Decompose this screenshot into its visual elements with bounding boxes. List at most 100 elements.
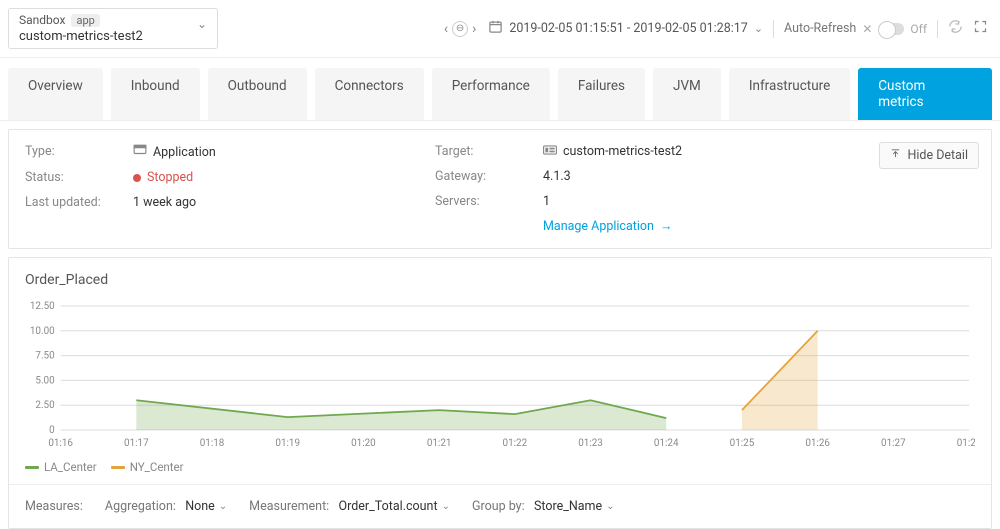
legend-item[interactable]: NY_Center — [111, 460, 184, 474]
svg-text:01:24: 01:24 — [654, 438, 679, 449]
status-label: Status: — [25, 170, 125, 185]
tab-inbound[interactable]: Inbound — [111, 68, 200, 120]
legend-swatch — [25, 466, 39, 469]
groupby-label: Group by: — [472, 499, 525, 514]
type-label: Type: — [25, 144, 125, 160]
target-label: Target: — [435, 144, 535, 159]
aggregation-select[interactable]: None ⌄ — [185, 499, 227, 514]
auto-refresh-control: Auto-Refresh ✕ Off — [784, 21, 927, 36]
close-icon[interactable]: ✕ — [862, 22, 872, 36]
manage-application-text: Manage Application — [543, 219, 654, 234]
chevron-down-icon: ⌄ — [754, 22, 763, 35]
measurement-group: Measurement: Order_Total.count ⌄ — [249, 499, 450, 514]
target-icon — [543, 144, 557, 159]
chevron-down-icon: ⌄ — [219, 501, 227, 512]
target-value-text: custom-metrics-test2 — [563, 144, 682, 159]
hide-detail-label: Hide Detail — [907, 148, 968, 163]
tab-connectors[interactable]: Connectors — [315, 68, 424, 120]
groupby-group: Group by: Store_Name ⌄ — [472, 499, 615, 514]
measurement-select[interactable]: Order_Total.count ⌄ — [339, 499, 450, 514]
servers-value: 1 — [543, 194, 795, 209]
svg-text:01:16: 01:16 — [48, 438, 73, 449]
environment-selected: custom-metrics-test2 — [19, 29, 207, 44]
measures-bar: Measures: Aggregation: None ⌄ Measuremen… — [9, 484, 991, 528]
tab-overview[interactable]: Overview — [8, 68, 103, 120]
environment-selector[interactable]: Sandbox app custom-metrics-test2 ⌄ — [8, 8, 218, 49]
fullscreen-icon[interactable] — [973, 19, 988, 38]
svg-text:01:28: 01:28 — [957, 438, 975, 449]
svg-text:01:27: 01:27 — [881, 438, 906, 449]
top-right-controls: ‹ ⊖ › 2019-02-05 01:15:51 - 2019-02-05 0… — [442, 19, 988, 39]
svg-text:7.50: 7.50 — [35, 351, 55, 362]
tab-custom-metrics[interactable]: Custom metrics — [858, 68, 992, 120]
chart-panel: Order_Placed 0 2.50 5.00 7.50 10.00 12.50 01:1… — [8, 257, 992, 529]
detail-col-left: Type: Application Status: Stopped Last u… — [25, 144, 425, 234]
refresh-icon[interactable] — [948, 19, 963, 38]
tab-outbound[interactable]: Outbound — [208, 68, 307, 120]
tab-performance[interactable]: Performance — [432, 68, 550, 120]
type-value-text: Application — [153, 145, 216, 160]
status-value: Stopped — [133, 170, 425, 185]
status-dot-icon — [133, 174, 141, 182]
svg-text:01:19: 01:19 — [275, 438, 300, 449]
status-value-text: Stopped — [147, 170, 193, 185]
svg-text:0: 0 — [49, 425, 55, 436]
gateway-value: 4.1.3 — [543, 169, 795, 184]
auto-refresh-label: Auto-Refresh — [784, 21, 856, 36]
time-range-picker[interactable]: 2019-02-05 01:15:51 - 2019-02-05 01:28:1… — [488, 19, 763, 38]
updated-label: Last updated: — [25, 195, 125, 210]
measurement-label: Measurement: — [249, 499, 329, 514]
svg-text:12.50: 12.50 — [30, 301, 55, 312]
legend-label: LA_Center — [44, 460, 97, 474]
groupby-value: Store_Name — [534, 499, 602, 514]
target-value: custom-metrics-test2 — [543, 144, 795, 159]
separator — [937, 20, 938, 38]
gateway-label: Gateway: — [435, 169, 535, 184]
environment-badge: app — [71, 14, 99, 27]
legend-swatch — [111, 466, 125, 469]
tab-infrastructure[interactable]: Infrastructure — [729, 68, 850, 120]
hide-detail-button[interactable]: Hide Detail — [879, 142, 979, 169]
nav-forward-icon[interactable]: › — [470, 19, 478, 39]
zoom-out-icon[interactable]: ⊖ — [452, 21, 468, 37]
environment-name: Sandbox — [19, 13, 65, 27]
chevron-down-icon: ⌄ — [606, 501, 614, 512]
nav-back-icon[interactable]: ‹ — [442, 19, 450, 39]
groupby-select[interactable]: Store_Name ⌄ — [534, 499, 615, 514]
measures-title: Measures: — [25, 499, 83, 514]
chart-title: Order_Placed — [9, 258, 991, 294]
svg-text:5.00: 5.00 — [35, 375, 55, 386]
svg-text:01:18: 01:18 — [200, 438, 225, 449]
aggregation-group: Aggregation: None ⌄ — [105, 499, 227, 514]
environment-top-row: Sandbox app — [19, 13, 207, 27]
svg-text:01:21: 01:21 — [427, 438, 452, 449]
detail-panel: Type: Application Status: Stopped Last u… — [8, 129, 992, 249]
time-nav: ‹ ⊖ › — [442, 19, 478, 39]
detail-col-right: Target: custom-metrics-test2 Gateway: 4.… — [435, 144, 795, 234]
aggregation-label: Aggregation: — [105, 499, 176, 514]
tab-failures[interactable]: Failures — [558, 68, 645, 120]
updated-value: 1 week ago — [133, 195, 425, 210]
calendar-icon — [488, 19, 503, 38]
auto-refresh-state: Off — [910, 22, 927, 36]
servers-label: Servers: — [435, 194, 535, 209]
tab-jvm[interactable]: JVM — [653, 68, 721, 120]
manage-application-link[interactable]: Manage Application → — [543, 219, 795, 234]
auto-refresh-toggle[interactable] — [878, 23, 904, 35]
legend-label: NY_Center — [130, 460, 184, 474]
legend-item[interactable]: LA_Center — [25, 460, 97, 474]
chart-area: 0 2.50 5.00 7.50 10.00 12.50 01:16 01:17 01:18 01… — [9, 294, 991, 456]
time-range-text: 2019-02-05 01:15:51 - 2019-02-05 01:28:1… — [509, 21, 748, 36]
separator — [773, 20, 774, 38]
type-value: Application — [133, 144, 425, 160]
top-bar: Sandbox app custom-metrics-test2 ⌄ ‹ ⊖ ›… — [0, 0, 1000, 58]
arrow-right-icon: → — [660, 219, 673, 234]
svg-text:01:26: 01:26 — [805, 438, 830, 449]
svg-text:01:22: 01:22 — [503, 438, 528, 449]
svg-text:01:17: 01:17 — [124, 438, 149, 449]
chart-svg: 0 2.50 5.00 7.50 10.00 12.50 01:16 01:17 01:18 01… — [25, 300, 975, 450]
svg-text:10.00: 10.00 — [30, 326, 55, 337]
svg-text:2.50: 2.50 — [35, 400, 55, 411]
chevron-down-icon: ⌄ — [197, 17, 207, 31]
measurement-value: Order_Total.count — [339, 499, 438, 514]
